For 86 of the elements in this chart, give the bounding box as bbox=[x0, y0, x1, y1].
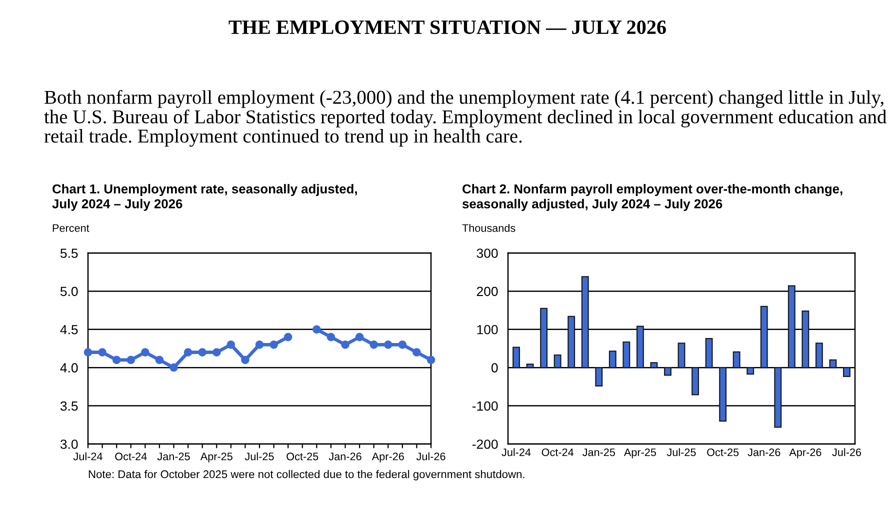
point bbox=[270, 340, 278, 349]
point bbox=[370, 340, 378, 349]
point bbox=[384, 340, 392, 349]
y-axis-title: Thousands bbox=[462, 224, 516, 232]
point bbox=[326, 332, 336, 342]
text: Note: Data for October 2025 were not collected due to the federal government shutdown. bbox=[88, 470, 524, 480]
point bbox=[126, 356, 136, 364]
x-tick-label: Apr-25 bbox=[200, 452, 232, 462]
point bbox=[398, 340, 407, 349]
point bbox=[170, 363, 178, 372]
x-tick-label: Jul-24 bbox=[502, 448, 531, 456]
point bbox=[198, 348, 206, 356]
point bbox=[155, 356, 164, 364]
x-tick-label: Jul-25 bbox=[244, 452, 274, 460]
y-tick-label: 3.5 bbox=[60, 401, 78, 411]
point bbox=[212, 348, 221, 356]
bar bbox=[608, 350, 616, 368]
x-tick-label: Jan-26 bbox=[748, 448, 780, 456]
bar bbox=[526, 364, 534, 368]
point bbox=[184, 348, 192, 356]
point bbox=[341, 340, 350, 349]
y-tick-label: 3.0 bbox=[60, 440, 78, 449]
text: Both nonfarm payroll employment (-23,000) and the unemployment rate (4.1 percent) changed little in July, the U.S. Bureau of Labor Statistics reported today. Employment declined in local government education and retail trade. Employment continued to trend up in health care. bbox=[44, 90, 886, 147]
y-tick-label: 5.0 bbox=[60, 286, 78, 296]
bar bbox=[664, 367, 672, 376]
bar bbox=[802, 310, 810, 368]
y-tick-label: 100 bbox=[477, 324, 498, 334]
point bbox=[412, 348, 421, 356]
bar bbox=[843, 367, 850, 377]
point bbox=[241, 356, 250, 364]
bar bbox=[788, 285, 796, 368]
point bbox=[355, 332, 364, 342]
bar bbox=[746, 367, 754, 375]
y-tick-label: 0 bbox=[491, 363, 498, 373]
x-tick-label: Jul-24 bbox=[73, 452, 102, 460]
bar bbox=[554, 354, 562, 368]
point bbox=[141, 348, 150, 356]
y-tick-label: 200 bbox=[476, 286, 498, 296]
y-tick-label: -100 bbox=[472, 401, 498, 411]
bar bbox=[622, 341, 630, 368]
point bbox=[112, 356, 121, 364]
y-tick-label: 5.5 bbox=[60, 248, 78, 258]
x-tick-label: Jul-25 bbox=[666, 448, 696, 456]
x-tick-label: Apr-26 bbox=[789, 448, 822, 458]
bar bbox=[829, 359, 837, 368]
bar bbox=[719, 367, 727, 422]
y-tick-label: 300 bbox=[476, 248, 498, 258]
y-axis-title: Percent bbox=[52, 224, 90, 232]
x-tick-label: Jul-26 bbox=[416, 452, 446, 460]
bar bbox=[636, 326, 644, 368]
bar bbox=[705, 338, 713, 368]
x-tick-label: Oct-25 bbox=[286, 452, 318, 460]
x-tick-label: Jan-26 bbox=[328, 452, 362, 460]
bar bbox=[732, 351, 740, 368]
bar bbox=[512, 346, 520, 368]
point bbox=[84, 348, 92, 356]
x-tick-label: Apr-25 bbox=[624, 448, 656, 458]
bar bbox=[568, 316, 576, 368]
x-tick-label: Jul-26 bbox=[832, 448, 862, 456]
bar bbox=[678, 342, 686, 368]
point bbox=[98, 348, 106, 356]
bar bbox=[692, 367, 699, 396]
y-tick-label: 4.5 bbox=[60, 325, 78, 334]
x-tick-label: Jan-25 bbox=[582, 448, 615, 456]
text: THE EMPLOYMENT SITUATION — JULY 2026 bbox=[228, 20, 666, 34]
x-tick-label: Jan-25 bbox=[157, 452, 190, 460]
x-tick-label: Oct-24 bbox=[542, 448, 574, 456]
point bbox=[255, 340, 264, 349]
chart-title: Chart 1. Unemployment rate, seasonally adjusted, July 2024 – July 2026 bbox=[52, 184, 357, 211]
x-tick-label: Oct-24 bbox=[115, 452, 147, 460]
bar bbox=[760, 306, 768, 368]
bar bbox=[581, 276, 589, 368]
bar bbox=[595, 367, 603, 386]
bar bbox=[650, 362, 658, 368]
y-tick-label: 4.0 bbox=[60, 363, 78, 373]
point bbox=[426, 356, 436, 364]
x-tick-label: Oct-25 bbox=[707, 448, 739, 456]
bar bbox=[540, 308, 548, 368]
point bbox=[284, 332, 292, 342]
point bbox=[312, 325, 321, 334]
point bbox=[226, 340, 236, 349]
x-tick-label: Apr-26 bbox=[372, 452, 404, 462]
bar bbox=[815, 342, 823, 368]
y-tick-label: -200 bbox=[472, 440, 498, 449]
chart-title: Chart 2. Nonfarm payroll employment over-the-month change, seasonally adjusted, July 2024 – July 2026 bbox=[462, 184, 842, 211]
bar bbox=[774, 367, 782, 428]
